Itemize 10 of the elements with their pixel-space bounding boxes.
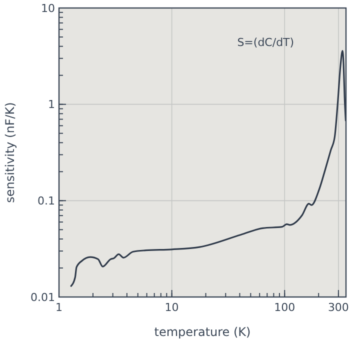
x-tick-label: 10 xyxy=(164,301,179,314)
y-tick-label: 0.1 xyxy=(38,194,55,208)
x-axis-title: temperature (K) xyxy=(154,325,251,339)
y-tick-label: 10 xyxy=(41,2,55,15)
annotation: S=(dC/dT) xyxy=(237,36,294,49)
y-tick-label: 1 xyxy=(48,98,55,112)
y-tick-label: 0.01 xyxy=(30,290,55,304)
x-tick-label: 100 xyxy=(274,301,296,314)
y-axis-title: sensitivity (nF/K) xyxy=(3,102,18,203)
x-tick-label: 300 xyxy=(328,301,349,314)
